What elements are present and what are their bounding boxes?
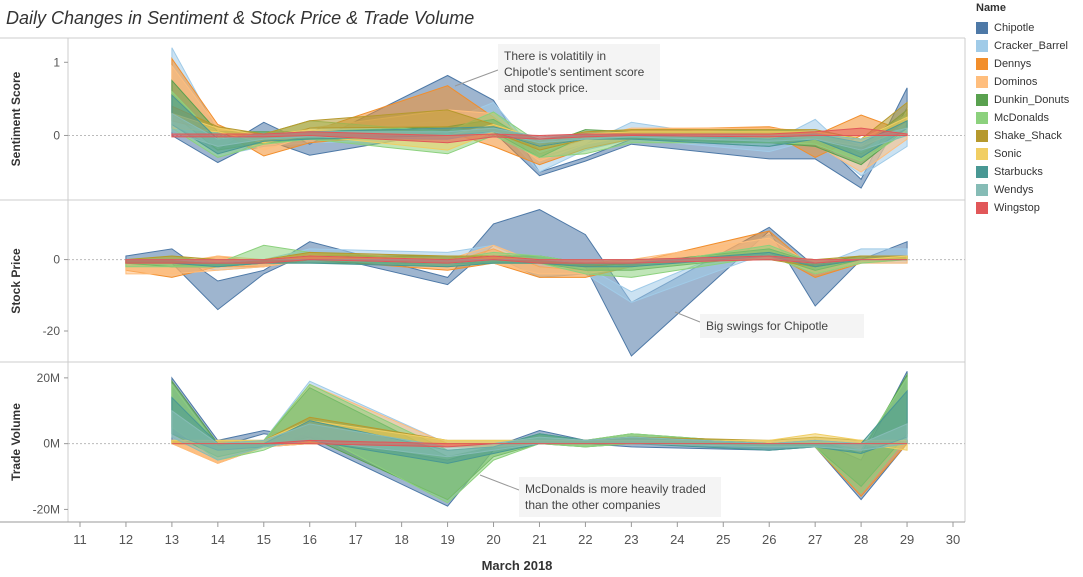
legend-label: McDonalds bbox=[994, 112, 1050, 124]
x-tick-label: 24 bbox=[670, 532, 684, 547]
annotation-volume: McDonalds is more heavily traded than th… bbox=[519, 477, 721, 517]
legend-item: Dennys bbox=[976, 55, 1083, 73]
x-tick-label: 17 bbox=[348, 532, 362, 547]
y-tick-label: 0 bbox=[53, 128, 60, 142]
chart-title: Daily Changes in Sentiment & Stock Price… bbox=[6, 8, 475, 28]
legend-item: Dominos bbox=[976, 73, 1083, 91]
y-tick-label: -20 bbox=[43, 324, 61, 338]
legend-label: Shake_Shack bbox=[994, 130, 1062, 142]
legend-swatch bbox=[976, 184, 988, 196]
legend-swatch bbox=[976, 202, 988, 214]
y-axis-label: Stock Price bbox=[9, 248, 23, 314]
y-axis-label: Sentiment Score bbox=[9, 71, 23, 166]
x-tick-label: 15 bbox=[257, 532, 271, 547]
x-tick-label: 21 bbox=[532, 532, 546, 547]
panel-sentiment: 1 0 Sentiment Score bbox=[9, 47, 965, 189]
legend-item: Wingstop bbox=[976, 199, 1083, 217]
annotation-connector bbox=[674, 311, 701, 323]
legend-item: Cracker_Barrel bbox=[976, 37, 1083, 55]
annotation-connector bbox=[454, 69, 499, 87]
legend-label: Dominos bbox=[994, 76, 1038, 88]
legend-label: Wingstop bbox=[994, 202, 1040, 214]
legend-swatch bbox=[976, 22, 988, 34]
y-axis-label: Trade Volume bbox=[9, 403, 23, 481]
x-tick-label: 23 bbox=[624, 532, 638, 547]
x-tick-label: 28 bbox=[854, 532, 868, 547]
x-tick-label: 19 bbox=[440, 532, 454, 547]
legend-swatch bbox=[976, 148, 988, 160]
legend-swatch bbox=[976, 76, 988, 88]
x-tick-label: 29 bbox=[900, 532, 914, 547]
x-tick-label: 16 bbox=[303, 532, 317, 547]
legend-item: Dunkin_Donuts bbox=[976, 91, 1083, 109]
x-tick-label: 27 bbox=[808, 532, 822, 547]
x-tick-label: 26 bbox=[762, 532, 776, 547]
panel-volume: 20M 0M -20M Trade Volume bbox=[9, 371, 965, 516]
annotation-sentiment: There is volatitily in Chipotle's sentim… bbox=[498, 44, 660, 100]
x-tick-label: 11 bbox=[73, 532, 87, 547]
legend-item: Sonic bbox=[976, 145, 1083, 163]
legend-items: Chipotle Cracker_Barrel Dennys Dominos Dunki… bbox=[976, 19, 1083, 217]
y-tick-label: -20M bbox=[33, 502, 60, 516]
legend-label: Sonic bbox=[994, 148, 1022, 160]
legend-item: Wendys bbox=[976, 181, 1083, 199]
legend-label: Chipotle bbox=[994, 22, 1035, 34]
legend: Name Chipotle Cracker_Barrel Dennys Dominos… bbox=[976, 2, 1083, 217]
y-tick-label: 1 bbox=[53, 55, 60, 69]
legend-swatch bbox=[976, 94, 988, 106]
x-tick-label: 22 bbox=[578, 532, 592, 547]
y-tick-label: 20M bbox=[37, 371, 60, 385]
legend-swatch bbox=[976, 130, 988, 142]
y-tick-label: 0 bbox=[53, 253, 60, 267]
legend-item: Starbucks bbox=[976, 163, 1083, 181]
legend-label: Dunkin_Donuts bbox=[994, 94, 1070, 106]
legend-swatch bbox=[976, 40, 988, 52]
legend-item: Chipotle bbox=[976, 19, 1083, 37]
legend-label: Dennys bbox=[994, 58, 1032, 70]
legend-label: Cracker_Barrel bbox=[994, 40, 1068, 52]
x-tick-label: 13 bbox=[165, 532, 179, 547]
x-tick-label: 25 bbox=[716, 532, 730, 547]
area-wingstop bbox=[125, 255, 908, 264]
legend-swatch bbox=[976, 112, 988, 124]
legend-swatch bbox=[976, 166, 988, 178]
legend-label: Starbucks bbox=[994, 166, 1043, 178]
legend-item: McDonalds bbox=[976, 109, 1083, 127]
annotation-connector bbox=[479, 474, 520, 491]
area-wingstop bbox=[171, 439, 908, 448]
legend-title: Name bbox=[976, 2, 1006, 14]
legend-item: Shake_Shack bbox=[976, 127, 1083, 145]
x-tick-label: 12 bbox=[119, 532, 133, 547]
y-tick-label: 0M bbox=[43, 437, 60, 451]
legend-label: Wendys bbox=[994, 184, 1034, 196]
area-wingstop bbox=[171, 127, 908, 144]
x-tick-label: 18 bbox=[394, 532, 408, 547]
x-tick-label: 20 bbox=[486, 532, 500, 547]
annotation-stock: Big swings for Chipotle bbox=[700, 314, 864, 338]
legend-swatch bbox=[976, 58, 988, 70]
x-tick-label: 30 bbox=[946, 532, 960, 547]
panel-stock: 0 -20 Stock Price bbox=[9, 209, 965, 357]
x-tick-label: 14 bbox=[211, 532, 225, 547]
x-axis-label: March 2018 bbox=[482, 558, 553, 573]
